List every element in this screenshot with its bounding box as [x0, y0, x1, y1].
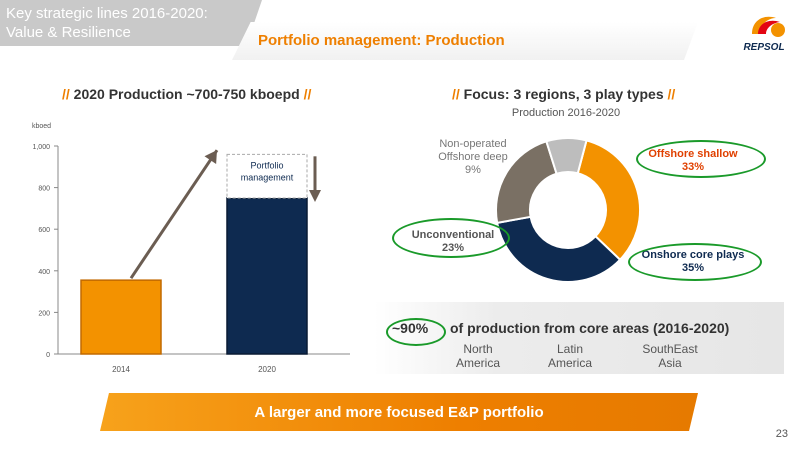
focus-title-text: Focus: 3 regions, 3 play types: [459, 86, 668, 102]
core-areas-caption: of production from core areas (2016-2020…: [450, 320, 730, 336]
label-nonoperated: Non-operated Offshore deep 9%: [430, 138, 516, 177]
donut-slice-non-operated-offshore-deep: [545, 137, 588, 176]
y-tick-label: 600: [38, 227, 50, 234]
y-tick-label: 200: [38, 310, 50, 317]
growth-arrow-shaft: [129, 149, 219, 279]
region-southeast-asia-line1: SouthEast: [642, 342, 698, 356]
production-bar-chart: kboed 0 200 400 600 800 1,000 2014 2020 Portfolio…: [32, 123, 350, 374]
label-nonoperated-line1: Non-operated: [439, 138, 507, 150]
y-tick-label: 1,000: [32, 144, 50, 151]
production-title: // 2020 Production ~700-750 kboepd //: [62, 86, 311, 102]
production-title-suffix: //: [303, 86, 312, 102]
y-tick-label: 400: [38, 269, 50, 276]
x-tick-label: 2014: [112, 365, 130, 374]
section-header-line1: Key strategic lines 2016-2020:: [6, 5, 208, 22]
highlight-oval-unconventional: [392, 218, 510, 258]
bar-2014: [80, 279, 162, 355]
logo-swoosh-red: [758, 20, 780, 34]
region-north-america-line1: North: [463, 342, 493, 356]
repsol-logo: REPSOL: [743, 16, 785, 53]
region-southeast-asia: SouthEast Asia: [630, 342, 710, 370]
portfolio-management-label-line2: management: [241, 172, 294, 182]
label-nonoperated-pct: 9%: [465, 164, 481, 176]
conclusion-banner: A larger and more focused E&P portfolio: [100, 393, 698, 431]
region-latin-america-line1: Latin: [556, 342, 584, 356]
region-north-america-line2: America: [455, 356, 500, 370]
y-axis-unit-label: kboed: [32, 123, 51, 130]
logo-swoosh-orange: [752, 16, 776, 34]
page-number: 23: [775, 428, 788, 440]
section-header-line2: Value & Resilience: [6, 24, 131, 41]
logo-sun: [771, 23, 785, 37]
region-latin-america: Latin America: [530, 342, 610, 370]
slide-title: Portfolio management: Production: [258, 32, 505, 49]
focus-title-prefix: //: [452, 86, 460, 102]
portfolio-management-box: [226, 153, 308, 199]
growth-arrow-head: [204, 150, 217, 165]
donut-slice-offshore-shallow: [576, 139, 641, 262]
highlight-oval-offshore: [636, 140, 766, 178]
highlight-oval-onshore: [628, 243, 762, 281]
x-tick-label: 2020: [258, 365, 276, 374]
region-north-america: North America: [438, 342, 518, 370]
conclusion-text: A larger and more focused E&P portfolio: [254, 404, 544, 421]
region-latin-america-line2: America: [547, 356, 592, 370]
logo-text: REPSOL: [743, 42, 784, 53]
region-southeast-asia-line2: Asia: [658, 356, 682, 370]
y-tick-label: 0: [46, 352, 50, 359]
slide-title-bar: Portfolio management: Production: [232, 22, 698, 60]
production-title-text: 2020 Production ~700-750 kboepd: [69, 86, 304, 102]
downward-arrow-head: [309, 190, 321, 202]
production-donut-chart: Production 2016-2020: [495, 107, 641, 283]
bar-2020: [226, 197, 308, 355]
label-nonoperated-line2: Offshore deep: [438, 151, 508, 163]
production-title-prefix: //: [62, 86, 70, 102]
section-header: Key strategic lines 2016-2020: Value & R…: [0, 0, 262, 46]
donut-title: Production 2016-2020: [512, 107, 620, 119]
focus-title: // Focus: 3 regions, 3 play types //: [452, 86, 675, 102]
focus-title-suffix: //: [667, 86, 676, 102]
y-tick-label: 800: [38, 186, 50, 193]
portfolio-management-label-line1: Portfolio: [250, 160, 283, 170]
highlight-oval-90pct: [386, 318, 446, 346]
